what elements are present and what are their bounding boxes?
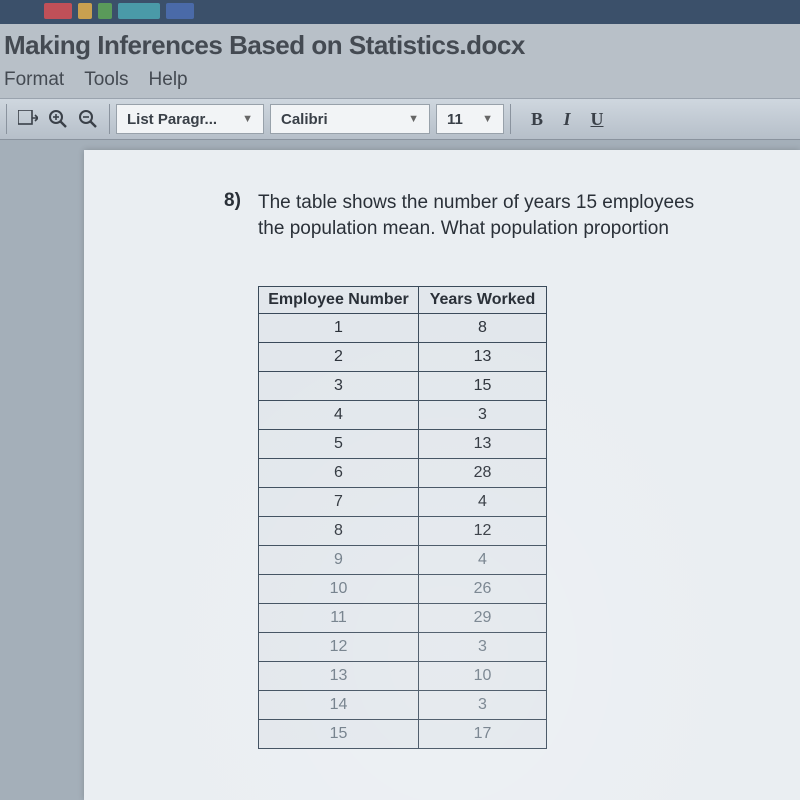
cell-years-worked: 10	[419, 662, 547, 691]
menu-tools[interactable]: Tools	[84, 69, 128, 91]
color-chip-red	[44, 3, 72, 19]
chevron-down-icon: ▼	[482, 113, 493, 125]
screenshot-root: Making Inferences Based on Statistics.do…	[0, 0, 800, 800]
cell-years-worked: 12	[419, 517, 547, 546]
cell-employee-number: 2	[259, 343, 419, 372]
table-row: 1026	[259, 575, 547, 604]
table-row: 513	[259, 430, 547, 459]
insert-field-icon[interactable]	[13, 104, 43, 134]
window-frame-fragment	[0, 0, 800, 24]
table-row: 18	[259, 314, 547, 343]
table-row: 213	[259, 343, 547, 372]
color-chip-yellow	[78, 3, 92, 19]
toolbar-separator	[6, 104, 7, 134]
color-chip-blue	[166, 3, 194, 19]
underline-button[interactable]: U	[583, 105, 611, 133]
bold-button[interactable]: B	[523, 105, 551, 133]
menu-help[interactable]: Help	[149, 69, 188, 91]
table-row: 1129	[259, 604, 547, 633]
question-block: 8) The table shows the number of years 1…	[258, 190, 800, 241]
cell-years-worked: 28	[419, 459, 547, 488]
cell-years-worked: 29	[419, 604, 547, 633]
table-row: 94	[259, 546, 547, 575]
cell-employee-number: 13	[259, 662, 419, 691]
cell-years-worked: 15	[419, 372, 547, 401]
cell-employee-number: 7	[259, 488, 419, 517]
cell-years-worked: 3	[419, 691, 547, 720]
question-line-1: The table shows the number of years 15 e…	[258, 190, 800, 216]
document-title-bar: Making Inferences Based on Statistics.do…	[0, 26, 800, 64]
cell-employee-number: 12	[259, 633, 419, 662]
cell-years-worked: 3	[419, 633, 547, 662]
toolbar: List Paragr... ▼ Calibri ▼ 11 ▼ B I U	[0, 98, 800, 140]
menu-format[interactable]: Format	[4, 69, 64, 91]
zoom-out-icon[interactable]	[73, 104, 103, 134]
table-row: 123	[259, 633, 547, 662]
table-row: 812	[259, 517, 547, 546]
cell-employee-number: 11	[259, 604, 419, 633]
table-row: 74	[259, 488, 547, 517]
color-chip-cyan	[118, 3, 160, 19]
italic-button[interactable]: I	[553, 105, 581, 133]
column-header-employee-number: Employee Number	[259, 287, 419, 314]
chevron-down-icon: ▼	[408, 113, 419, 125]
cell-years-worked: 26	[419, 575, 547, 604]
menubar: Format Tools Help	[0, 66, 800, 94]
cell-employee-number: 14	[259, 691, 419, 720]
toolbar-separator	[510, 104, 511, 134]
table-row: 1517	[259, 720, 547, 749]
zoom-in-icon[interactable]	[43, 104, 73, 134]
table-row: 43	[259, 401, 547, 430]
cell-years-worked: 4	[419, 546, 547, 575]
document-page: 8) The table shows the number of years 1…	[84, 150, 800, 800]
font-name-dropdown[interactable]: Calibri ▼	[270, 104, 430, 134]
cell-employee-number: 3	[259, 372, 419, 401]
cell-years-worked: 13	[419, 343, 547, 372]
question-line-2: the population mean. What population pro…	[258, 216, 800, 242]
cell-employee-number: 4	[259, 401, 419, 430]
chevron-down-icon: ▼	[242, 113, 253, 125]
table-row: 315	[259, 372, 547, 401]
color-chip-green	[98, 3, 112, 19]
document-canvas: 8) The table shows the number of years 1…	[0, 140, 800, 800]
cell-years-worked: 3	[419, 401, 547, 430]
table-header-row: Employee Number Years Worked	[259, 287, 547, 314]
table-body: 1821331543513628748129410261129123131014…	[259, 314, 547, 749]
document-title: Making Inferences Based on Statistics.do…	[4, 30, 525, 61]
cell-employee-number: 8	[259, 517, 419, 546]
table-row: 628	[259, 459, 547, 488]
cell-years-worked: 4	[419, 488, 547, 517]
column-header-years-worked: Years Worked	[419, 287, 547, 314]
cell-years-worked: 8	[419, 314, 547, 343]
text-format-group: B I U	[523, 105, 611, 133]
font-name-value: Calibri	[281, 111, 328, 128]
cell-employee-number: 5	[259, 430, 419, 459]
toolbar-separator	[109, 104, 110, 134]
question-number: 8)	[224, 190, 241, 212]
cell-employee-number: 1	[259, 314, 419, 343]
cell-employee-number: 6	[259, 459, 419, 488]
cell-years-worked: 17	[419, 720, 547, 749]
table-row: 143	[259, 691, 547, 720]
font-size-dropdown[interactable]: 11 ▼	[436, 104, 504, 134]
employee-years-table: Employee Number Years Worked 18213315435…	[258, 286, 547, 749]
paragraph-style-value: List Paragr...	[127, 111, 217, 128]
cell-employee-number: 15	[259, 720, 419, 749]
cell-employee-number: 9	[259, 546, 419, 575]
cell-employee-number: 10	[259, 575, 419, 604]
paragraph-style-dropdown[interactable]: List Paragr... ▼	[116, 104, 264, 134]
font-size-value: 11	[447, 111, 463, 128]
cell-years-worked: 13	[419, 430, 547, 459]
table-row: 1310	[259, 662, 547, 691]
